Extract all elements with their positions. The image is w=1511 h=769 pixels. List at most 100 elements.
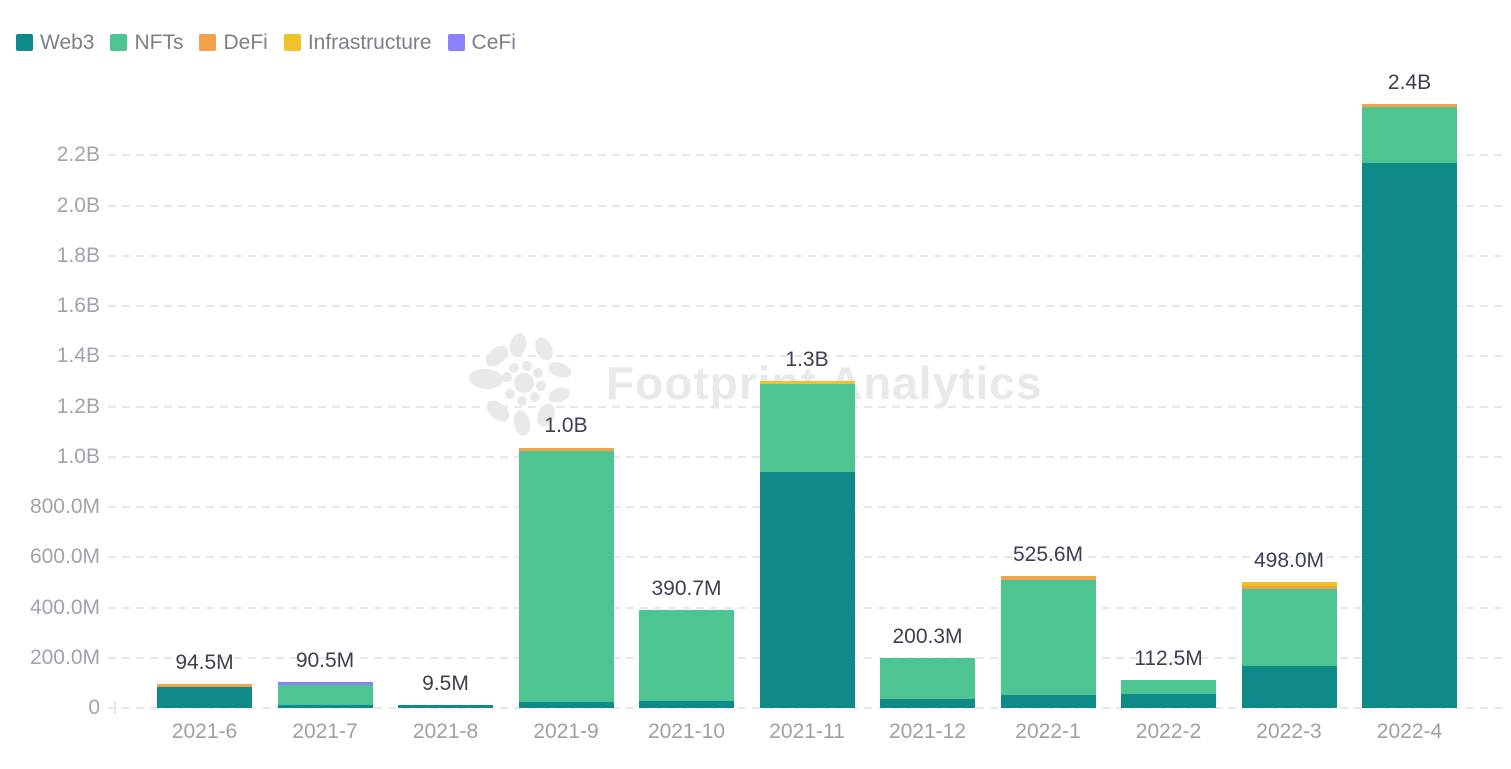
gridline-1.6B bbox=[108, 305, 1502, 307]
bar-2021-7[interactable] bbox=[277, 682, 373, 708]
y-tick-label: 1.2B bbox=[56, 394, 100, 418]
bar-2022-1[interactable] bbox=[1000, 575, 1096, 708]
segment-web3-2021-7[interactable] bbox=[277, 705, 373, 708]
bar-total-label: 1.3B bbox=[785, 347, 829, 371]
footprint-flower-logo bbox=[469, 333, 572, 436]
legend-label: Infrastructure bbox=[307, 31, 432, 54]
segment-nfts-2022-4[interactable] bbox=[1362, 107, 1457, 164]
segment-web3-2021-11[interactable] bbox=[759, 471, 855, 708]
bar-total-label: 1.0B bbox=[544, 414, 588, 438]
segment-web3-2022-3[interactable] bbox=[1241, 665, 1337, 708]
bar-2021-10[interactable] bbox=[639, 609, 734, 708]
bar-2022-3[interactable] bbox=[1241, 582, 1337, 708]
x-tick-label: 2022-1 bbox=[1015, 720, 1081, 743]
bars-row: 94.5M 2021-6 90.5M 2021-7 9.5M 2021-8 1.0B 2021… bbox=[115, 71, 1496, 743]
bar-total-label: 9.5M bbox=[422, 672, 469, 695]
segment-nfts-2021-11[interactable] bbox=[759, 383, 855, 472]
segment-web3-2021-6[interactable] bbox=[157, 686, 252, 708]
x-tick-label: 2022-3 bbox=[1256, 720, 1322, 743]
legend-item-defi[interactable]: DeFi bbox=[199, 32, 268, 53]
segment-nfts-2021-12[interactable] bbox=[880, 657, 975, 699]
gridline-1.8B bbox=[108, 254, 1502, 257]
segment-web3-2021-8[interactable] bbox=[398, 705, 493, 708]
legend-swatch-icon bbox=[110, 34, 128, 51]
segment-cefi-2021-7[interactable] bbox=[277, 682, 373, 686]
bar-total-label: 2.4B bbox=[1387, 71, 1432, 95]
legend-item-infrastructure[interactable]: Infrastructure bbox=[283, 31, 432, 54]
bar-2021-12[interactable] bbox=[880, 657, 975, 708]
segment-nfts-2021-10[interactable] bbox=[639, 609, 734, 701]
bar-2021-11[interactable] bbox=[759, 380, 855, 708]
x-tick-label: 2021-9 bbox=[533, 720, 599, 743]
segment-nfts-2022-3[interactable] bbox=[1241, 589, 1337, 666]
bar-slot-2021-11: 1.3B 2021-11 bbox=[759, 105, 855, 743]
legend-swatch-icon bbox=[199, 34, 217, 51]
bar-total-label: 90.5M bbox=[295, 649, 355, 673]
bar-2021-6[interactable] bbox=[157, 683, 252, 708]
legend-swatch-icon bbox=[16, 34, 33, 51]
bar-slot-2022-1: 525.6M 2022-1 bbox=[1000, 105, 1096, 743]
segment-defi-2022-4[interactable] bbox=[1362, 104, 1457, 108]
y-tick-label: 2.0B bbox=[56, 193, 100, 217]
segment-nfts-2021-7[interactable] bbox=[277, 685, 373, 705]
y-tick-label: 800.0M bbox=[29, 495, 100, 518]
bar-total-label: 94.5M bbox=[175, 650, 234, 674]
y-tick-label: 600.0M bbox=[29, 545, 100, 569]
legend-item-cefi[interactable]: CeFi bbox=[447, 32, 516, 53]
bar-slot-2021-9: 1.0B 2021-9 bbox=[518, 105, 614, 743]
watermark: Footprint Analytics bbox=[468, 330, 1042, 436]
x-tick-label: 2021-7 bbox=[292, 720, 358, 743]
segment-nfts-2021-9[interactable] bbox=[518, 450, 614, 702]
bar-slot-2021-12: 200.3M 2021-12 bbox=[880, 105, 975, 743]
legend-label: Web3 bbox=[40, 31, 95, 54]
y-tick-label: 2.2B bbox=[56, 143, 100, 167]
y-axis: 0 200.0M 400.0M 600.0M 800.0M 1.0B 1.2B 1.4B 1.6… bbox=[0, 105, 100, 719]
x-tick-label: 2021-8 bbox=[412, 720, 479, 743]
segment-web3-2021-10[interactable] bbox=[639, 701, 734, 708]
legend-swatch-icon bbox=[447, 34, 465, 51]
gridline-1.4B bbox=[108, 355, 1502, 358]
bar-2022-4[interactable] bbox=[1362, 104, 1457, 708]
legend-label: NFTs bbox=[134, 31, 184, 54]
y-tick-label: 1.6B bbox=[56, 294, 100, 317]
x-tick-label: 2021-11 bbox=[769, 720, 845, 743]
legend-item-nfts[interactable]: NFTs bbox=[110, 32, 183, 53]
bar-slot-2022-4: 2.4B 2022-4 bbox=[1362, 71, 1457, 743]
bar-slot-2022-2: 112.5M 2022-2 bbox=[1121, 105, 1216, 743]
segment-defi-2021-6[interactable] bbox=[157, 683, 252, 687]
bar-slot-2021-8: 9.5M 2021-8 bbox=[398, 105, 493, 743]
segment-defi-2021-9[interactable] bbox=[518, 447, 614, 451]
bar-slot-2022-3: 498.0M 2022-3 bbox=[1241, 105, 1337, 743]
bar-slot-2021-7: 90.5M 2021-7 bbox=[277, 105, 373, 743]
bar-total-label: 112.5M bbox=[1134, 646, 1203, 670]
segment-web3-2022-4[interactable] bbox=[1362, 163, 1457, 708]
segment-web3-2021-9[interactable] bbox=[518, 701, 614, 708]
segment-web3-2022-2[interactable] bbox=[1121, 694, 1216, 708]
segment-infrastructure-2022-3[interactable] bbox=[1241, 582, 1337, 587]
segment-web3-2021-12[interactable] bbox=[880, 698, 975, 708]
segment-web3-2022-1[interactable] bbox=[1000, 695, 1096, 708]
bar-2021-8[interactable] bbox=[398, 705, 493, 708]
segment-defi-2022-1[interactable] bbox=[1000, 575, 1096, 580]
segment-defi-2022-3[interactable] bbox=[1241, 586, 1337, 590]
segment-infrastructure-2021-11[interactable] bbox=[759, 380, 855, 384]
segment-nfts-2022-2[interactable] bbox=[1121, 679, 1216, 695]
bar-2021-9[interactable] bbox=[518, 447, 614, 708]
legend: Web3 NFTs DeFi Infrastructure CeFi bbox=[16, 32, 516, 53]
bar-total-label: 200.3M bbox=[892, 624, 963, 648]
gridline-2.0B bbox=[108, 204, 1502, 207]
x-tick-label: 2022-2 bbox=[1135, 720, 1202, 743]
y-tick-label: 1.0B bbox=[56, 444, 100, 468]
x-tick-label: 2021-12 bbox=[888, 720, 967, 743]
bar-2022-2[interactable] bbox=[1121, 679, 1216, 708]
origin-tick bbox=[114, 701, 116, 714]
x-tick-label: 2021-6 bbox=[171, 720, 238, 743]
x-tick-label: 2022-4 bbox=[1376, 720, 1443, 743]
y-tick-label: 1.8B bbox=[56, 243, 100, 267]
y-tick-label: 0 bbox=[88, 696, 100, 719]
legend-item-web3[interactable]: Web3 bbox=[16, 32, 94, 53]
segment-nfts-2022-1[interactable] bbox=[1000, 579, 1096, 696]
y-tick-label: 200.0M bbox=[29, 645, 100, 669]
bar-total-label: 390.7M bbox=[651, 576, 722, 600]
